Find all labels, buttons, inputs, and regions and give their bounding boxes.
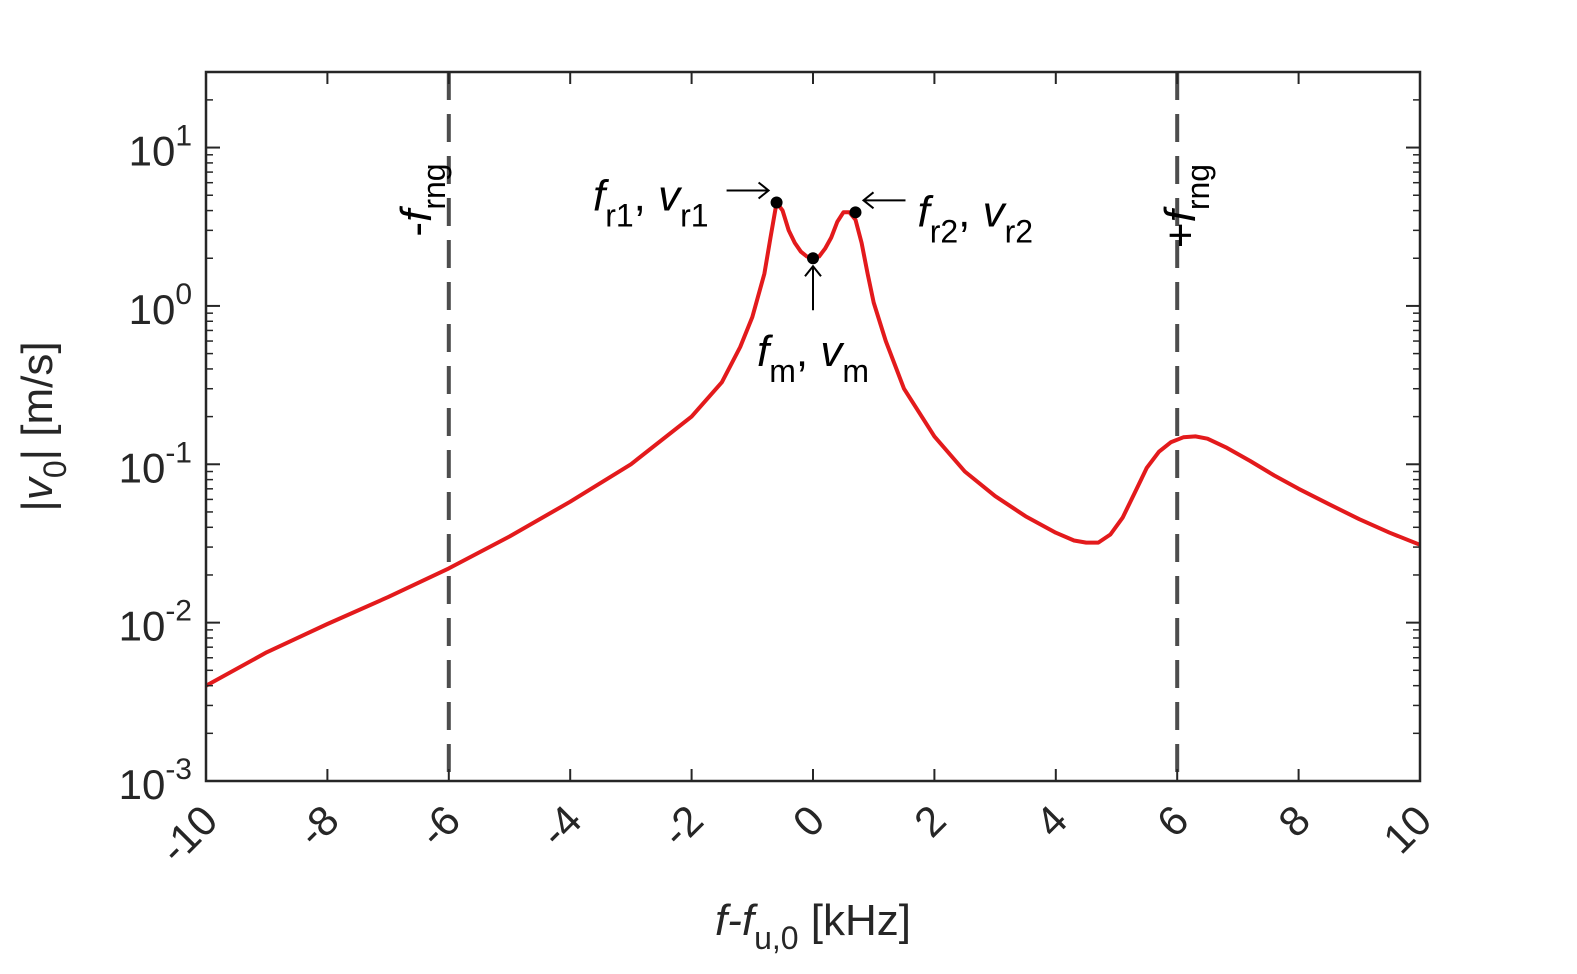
marker-arrowhead-1 xyxy=(804,264,822,277)
vline-label-1: +frng xyxy=(1156,164,1216,248)
x-tick-label-10: 10 xyxy=(1374,796,1440,862)
y-tick-label-1: 10-2 xyxy=(119,595,192,650)
x-tick-label-8: 6 xyxy=(1148,796,1198,846)
marker-label-0: fr1, vr1 xyxy=(593,171,709,233)
marker-point-0 xyxy=(770,196,783,209)
y-tick-label-3: 100 xyxy=(129,278,192,333)
axes: -10 -8 -6 -4 -2 0 2 4 6 8 1010-310-210-1100101f-fu… xyxy=(13,70,1440,956)
y-axis-title: |v0| [m/s] xyxy=(13,341,73,511)
x-tick-label-9: 8 xyxy=(1269,796,1319,846)
marker-label-1: fm, vm xyxy=(757,327,869,389)
annotations: -frng +frng fr1, vr1 fm, vm fr2, vr2 xyxy=(392,163,1216,389)
marker-point-1 xyxy=(807,252,819,265)
x-tick-label-7: 4 xyxy=(1026,796,1076,846)
y-tick-label-0: 10-3 xyxy=(119,753,192,808)
marker-arrowhead-0 xyxy=(757,181,771,200)
plot-frame xyxy=(204,70,1422,783)
y-tick-label-2: 10-1 xyxy=(119,436,192,491)
x-tick-label-4: -2 xyxy=(652,796,712,856)
plot-area xyxy=(205,72,1421,781)
series-line-0 xyxy=(205,200,1421,688)
y-tick-label-4: 101 xyxy=(129,120,192,175)
vline-label-0: -frng xyxy=(392,163,452,236)
x-tick-label-5: 0 xyxy=(784,796,834,846)
marker-label-2: fr2, vr2 xyxy=(917,187,1033,249)
x-tick-label-3: -4 xyxy=(531,796,591,856)
marker-arrowhead-2 xyxy=(861,191,875,210)
x-tick-label-1: -8 xyxy=(288,796,348,856)
x-tick-label-2: -6 xyxy=(410,796,470,856)
x-axis-title: f-fu,0 [kHz] xyxy=(715,896,911,956)
x-tick-label-6: 2 xyxy=(905,796,955,846)
marker-point-2 xyxy=(849,206,862,219)
